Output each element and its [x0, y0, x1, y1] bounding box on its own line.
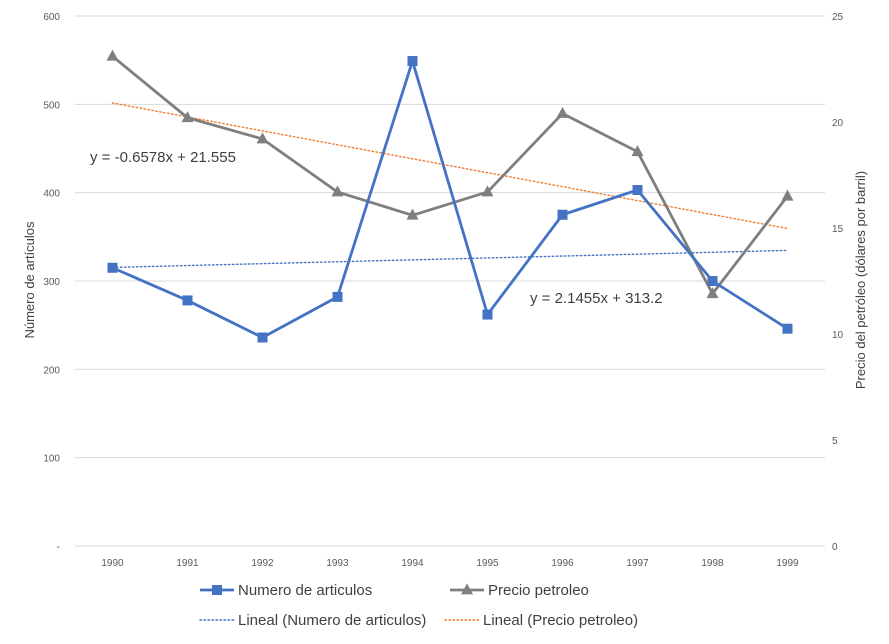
right-tick-label: 0: [832, 542, 838, 553]
left-tick-label: -: [57, 542, 60, 553]
left-axis-ticks: - 100 200 300 400 500 600: [43, 12, 60, 553]
square-marker: [182, 295, 193, 306]
x-tick-label: 1991: [176, 558, 199, 569]
square-marker: [212, 585, 222, 595]
left-tick-label: 600: [43, 12, 60, 23]
square-marker: [482, 309, 493, 320]
square-marker: [557, 209, 568, 220]
legend-label: Lineal (Numero de articulos): [238, 612, 426, 629]
right-axis-title: Precio del petróleo (dólares por barril): [853, 171, 868, 389]
legend-label: Precio petroleo: [488, 582, 589, 599]
square-marker: [107, 262, 118, 273]
legend: Numero de articulos Precio petroleo Lineal…: [199, 582, 638, 629]
left-tick-label: 200: [43, 365, 60, 376]
square-marker: [257, 332, 268, 343]
right-tick-label: 10: [832, 330, 844, 341]
trendline-equation-numero-articulos: y = 2.1455x + 313.2: [530, 290, 663, 307]
triangle-marker: [256, 132, 269, 144]
square-marker: [332, 291, 343, 302]
x-tick-label: 1993: [326, 558, 349, 569]
triangle-marker: [706, 287, 719, 299]
legend-item: Lineal (Precio petroleo): [444, 612, 638, 629]
right-tick-label: 5: [832, 436, 838, 447]
right-tick-label: 25: [832, 12, 844, 23]
right-tick-label: 20: [832, 118, 844, 129]
legend-item: Numero de articulos: [200, 582, 372, 599]
left-tick-label: 500: [43, 100, 60, 111]
x-tick-label: 1996: [551, 558, 574, 569]
trendline: [111, 249, 789, 269]
x-tick-label: 1992: [251, 558, 274, 569]
trendlines: [111, 102, 789, 269]
square-marker: [707, 276, 718, 286]
triangle-marker: [481, 185, 494, 197]
series-line: [111, 59, 789, 339]
trendline-equation-precio-petroleo: y = -0.6578x + 21.555: [90, 149, 236, 166]
x-tick-label: 1998: [701, 558, 724, 569]
legend-label: Numero de articulos: [238, 582, 372, 599]
triangle-marker: [556, 106, 569, 118]
left-tick-label: 100: [43, 454, 60, 465]
right-tick-label: 15: [832, 224, 844, 235]
triangle-marker: [781, 189, 794, 201]
triangle-marker: [106, 49, 119, 61]
series-line: [111, 55, 789, 296]
legend-item: Precio petroleo: [450, 582, 589, 599]
square-marker: [407, 56, 418, 67]
right-axis-ticks: 0 5 10 15 20 25: [832, 12, 844, 553]
x-tick-label: 1994: [401, 558, 424, 569]
trendline: [111, 102, 789, 230]
triangle-marker: [331, 185, 344, 197]
square-marker: [632, 185, 643, 196]
x-axis-ticks: 1990 1991 1992 1993 1994 1995 1996 1997 1998 1999: [101, 558, 799, 569]
x-tick-label: 1999: [776, 558, 799, 569]
triangle-marker: [631, 145, 644, 157]
x-tick-label: 1990: [101, 558, 124, 569]
legend-label: Lineal (Precio petroleo): [483, 612, 638, 629]
data-series: [106, 49, 794, 343]
left-tick-label: 400: [43, 189, 60, 200]
legend-item: Lineal (Numero de articulos): [199, 612, 426, 629]
triangle-marker: [181, 111, 194, 123]
x-tick-label: 1995: [476, 558, 499, 569]
triangle-marker: [461, 583, 473, 595]
square-marker: [782, 323, 793, 334]
triangle-marker: [406, 208, 419, 220]
x-tick-label: 1997: [626, 558, 649, 569]
left-axis-title: Número de artículos: [22, 221, 37, 339]
left-tick-label: 300: [43, 277, 60, 288]
